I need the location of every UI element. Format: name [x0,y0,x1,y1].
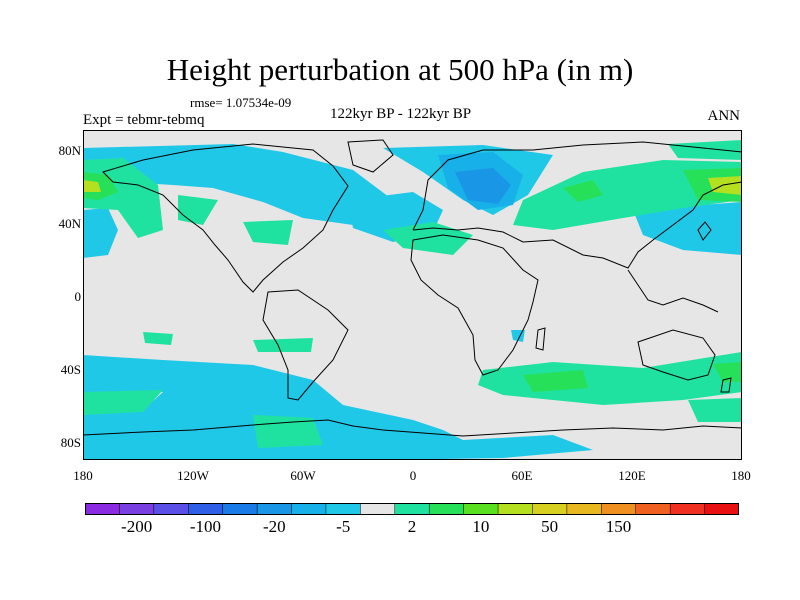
anomaly-positive [83,390,163,415]
lon-label: 180 [73,468,93,483]
anomaly-positive [688,398,742,422]
coast-north-america [102,143,349,293]
anomaly-positive-mid [523,370,588,392]
colorbar-label: -20 [262,517,286,536]
coast-antarctica [83,419,742,437]
coast-europe-asia [412,141,742,231]
colorbar-cell [428,503,465,515]
colorbar-label: -200 [121,517,153,536]
rmse-label: rmse= 1.07534e-09 [190,95,292,110]
colorbar-cell [188,503,224,515]
coast-south-america [262,289,349,401]
lon-label: 60W [290,468,316,483]
anomaly-positive [143,332,173,345]
colorbar-label: 50 [541,517,559,536]
map-panel [83,130,742,460]
coast-africa [410,234,539,376]
colorbar-label: 2 [407,517,417,536]
anomaly-positive-strong [708,176,742,195]
lat-label: 0 [74,289,82,304]
lon-label: 180 [731,468,751,483]
experiment-label: Expt = tebmr-tebmq [83,112,205,128]
colorbar-cell [532,503,568,515]
coastlines [83,139,742,437]
anomaly-positive-mid [713,362,742,382]
anomaly-negative-strong [455,168,511,204]
colorbar-cell [360,503,396,515]
anomaly-positive [253,338,313,352]
lon-label: 120E [618,468,646,483]
anomaly-negative [83,355,593,460]
anomaly-positive-strong [83,180,101,192]
lon-label: 60E [511,468,533,483]
colorbar-cell [463,503,499,515]
colorbar-cell [669,503,706,515]
lat-label: 40N [58,216,81,231]
plot-title: Height perturbation at 500 hPa (in m) [166,52,634,87]
colorbar-cell [85,503,120,515]
anomaly-negative [633,202,742,255]
colorbar-label: -100 [189,517,222,536]
map-border [83,130,742,460]
anomaly-positive [253,415,323,448]
anomaly-positive-mid [83,172,118,200]
coast-new-zealand [720,377,732,393]
colorbar-cell [635,503,671,515]
coast-australia [637,329,716,381]
coast-japan [697,221,712,241]
colorbar-cell [256,503,293,515]
lat-label: 80N [58,143,81,158]
anomaly-positive [478,352,742,405]
colorbar-cell [394,503,430,515]
anomaly-positive [668,140,742,160]
colorbar-cell [222,503,258,515]
period-label: 122kyr BP - 122kyr BP [330,106,472,122]
coast-greenland [347,139,394,173]
anomaly-positive [178,195,218,225]
nh-anomalies [83,140,742,258]
lon-label: 120W [177,468,209,483]
coast-southeast-asia [627,269,719,313]
colorbar-cell [497,503,534,515]
lat-label: 40S [60,362,81,377]
lat-label: 80S [60,435,81,450]
season-label: ANN [707,108,741,124]
colorbar [85,503,739,515]
anomaly-negative [83,208,118,258]
colorbar-cell [566,503,602,515]
anomaly-positive [513,160,742,230]
colorbar-cell [291,503,327,515]
colorbar-label: 150 [605,517,632,536]
coast-madagascar [535,327,546,351]
colorbar-cell [153,503,189,515]
colorbar-cell [601,503,637,515]
anomaly-positive [243,220,293,245]
anomaly-negative [83,144,393,225]
colorbar-label: 10 [472,517,490,536]
colorbar-cell [119,503,155,515]
lon-label: 0 [409,468,417,483]
coast-europe-south [412,181,742,269]
anomaly-positive [383,222,473,255]
anomaly-positive-mid [563,180,603,202]
colorbar-cell [704,503,739,515]
colorbar-label: -5 [336,517,351,536]
colorbar-cell [325,503,361,515]
